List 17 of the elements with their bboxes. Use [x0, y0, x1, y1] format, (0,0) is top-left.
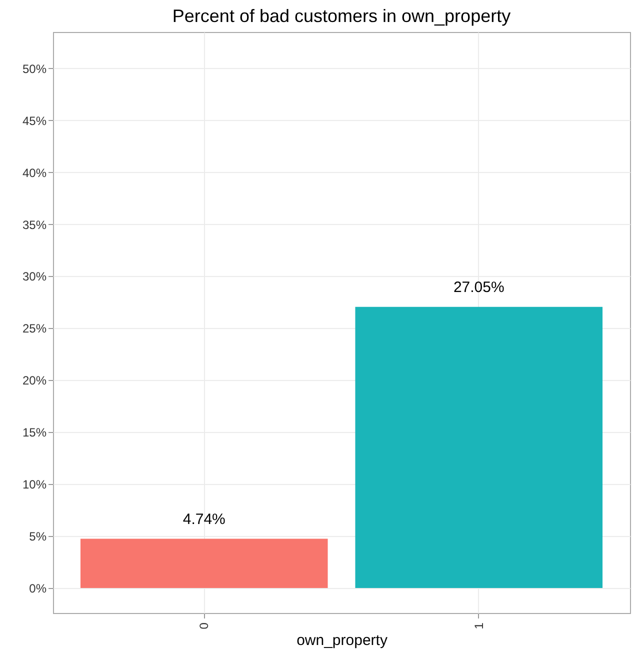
y-tick-label: 20% — [22, 374, 47, 388]
y-tick-label: 0% — [29, 582, 47, 596]
y-tick-label: 10% — [22, 478, 47, 492]
y-tick-label: 50% — [22, 62, 47, 76]
x-axis-title: own_property — [296, 632, 388, 650]
y-tick-label: 25% — [22, 322, 47, 336]
data-label: 27.05% — [453, 278, 504, 296]
y-tick-label: 45% — [22, 114, 47, 128]
y-tick-label: 30% — [22, 270, 47, 284]
y-tick-label: 15% — [22, 426, 47, 440]
chart-title: Percent of bad customers in own_property — [172, 6, 511, 26]
y-tick-label: 40% — [22, 166, 47, 180]
x-tick-label: 1 — [472, 622, 486, 630]
y-tick-label: 35% — [22, 218, 47, 232]
data-label: 4.74% — [182, 510, 226, 528]
y-tick-label: 5% — [29, 530, 47, 544]
x-tick-label: 0 — [197, 622, 212, 630]
